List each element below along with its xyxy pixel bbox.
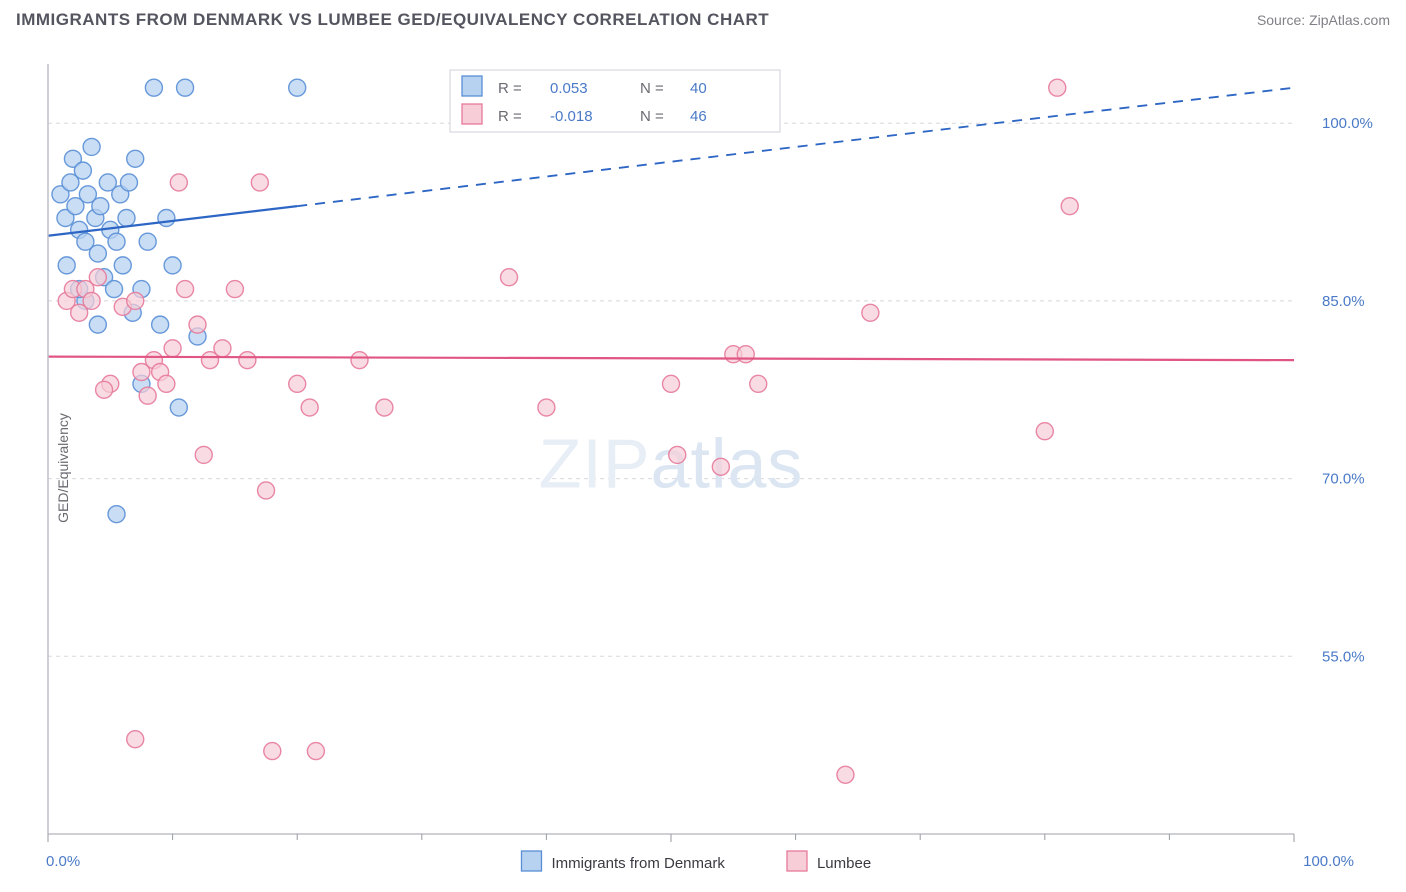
scatter-point-denmark xyxy=(158,210,175,227)
trend-line-lumbee xyxy=(48,357,1294,361)
scatter-point-lumbee xyxy=(177,281,194,298)
y-tick-label: 55.0% xyxy=(1322,648,1365,665)
scatter-point-denmark xyxy=(89,316,106,333)
scatter-point-lumbee xyxy=(89,269,106,286)
y-tick-label: 85.0% xyxy=(1322,293,1365,310)
chart-title: IMMIGRANTS FROM DENMARK VS LUMBEE GED/EQ… xyxy=(16,10,769,30)
scatter-point-denmark xyxy=(177,79,194,96)
scatter-point-lumbee xyxy=(307,743,324,760)
scatter-point-denmark xyxy=(89,245,106,262)
scatter-point-lumbee xyxy=(862,304,879,321)
scatter-point-denmark xyxy=(152,316,169,333)
scatter-point-lumbee xyxy=(127,292,144,309)
bottom-legend-label: Lumbee xyxy=(817,855,871,872)
scatter-point-lumbee xyxy=(538,399,555,416)
scatter-point-denmark xyxy=(108,233,125,250)
bottom-legend-swatch xyxy=(787,851,807,871)
scatter-point-lumbee xyxy=(669,446,686,463)
scatter-point-lumbee xyxy=(750,375,767,392)
legend-n-value: 46 xyxy=(690,108,707,125)
scatter-point-denmark xyxy=(127,150,144,167)
legend-swatch xyxy=(462,104,482,124)
scatter-point-lumbee xyxy=(351,352,368,369)
scatter-point-lumbee xyxy=(158,375,175,392)
legend-r-value: 0.053 xyxy=(550,80,588,97)
scatter-point-lumbee xyxy=(164,340,181,357)
y-tick-label: 100.0% xyxy=(1322,115,1373,132)
scatter-point-lumbee xyxy=(737,346,754,363)
trend-line-denmark xyxy=(48,206,297,236)
scatter-point-denmark xyxy=(114,257,131,274)
legend-n-label: N = xyxy=(640,108,664,125)
scatter-point-denmark xyxy=(108,506,125,523)
scatter-point-lumbee xyxy=(837,766,854,783)
scatter-point-lumbee xyxy=(251,174,268,191)
bottom-legend-swatch xyxy=(521,851,541,871)
scatter-point-denmark xyxy=(118,210,135,227)
source-label: Source: ZipAtlas.com xyxy=(1257,12,1390,28)
scatter-point-lumbee xyxy=(139,387,156,404)
scatter-point-denmark xyxy=(164,257,181,274)
chart-area: GED/Equivalency 55.0% 70.0% 85.0% 100.0% ZIP… xyxy=(0,44,1406,892)
scatter-point-lumbee xyxy=(127,731,144,748)
scatter-point-lumbee xyxy=(501,269,518,286)
scatter-point-lumbee xyxy=(83,292,100,309)
scatter-point-lumbee xyxy=(170,174,187,191)
scatter-point-denmark xyxy=(170,399,187,416)
scatter-point-denmark xyxy=(139,233,156,250)
scatter-point-lumbee xyxy=(1036,423,1053,440)
legend-r-label: R = xyxy=(498,80,522,97)
legend-n-value: 40 xyxy=(690,80,707,97)
scatter-point-lumbee xyxy=(712,458,729,475)
scatter-point-lumbee xyxy=(96,381,113,398)
scatter-point-lumbee xyxy=(1061,198,1078,215)
bottom-legend-label: Immigrants from Denmark xyxy=(551,855,725,872)
scatter-point-denmark xyxy=(74,162,91,179)
y-tick-label: 70.0% xyxy=(1322,471,1365,488)
scatter-point-denmark xyxy=(92,198,109,215)
trend-line-dashed-denmark xyxy=(297,88,1294,206)
scatter-point-lumbee xyxy=(264,743,281,760)
scatter-point-denmark xyxy=(58,257,75,274)
scatter-point-lumbee xyxy=(195,446,212,463)
scatter-point-lumbee xyxy=(663,375,680,392)
y-axis-label: GED/Equivalency xyxy=(55,413,71,523)
scatter-point-lumbee xyxy=(189,316,206,333)
legend-r-label: R = xyxy=(498,108,522,125)
scatter-point-lumbee xyxy=(289,375,306,392)
legend-swatch xyxy=(462,76,482,96)
header-row: IMMIGRANTS FROM DENMARK VS LUMBEE GED/EQ… xyxy=(0,0,1406,38)
x-tick-label: 100.0% xyxy=(1303,853,1354,870)
scatter-point-lumbee xyxy=(214,340,231,357)
legend-n-label: N = xyxy=(640,80,664,97)
scatter-plot: 55.0% 70.0% 85.0% 100.0% ZIPatlas 0.0% 100.0% R… xyxy=(0,44,1406,892)
x-tick-label: 0.0% xyxy=(46,853,80,870)
scatter-point-denmark xyxy=(106,281,123,298)
scatter-point-lumbee xyxy=(376,399,393,416)
scatter-point-lumbee xyxy=(239,352,256,369)
scatter-point-lumbee xyxy=(1049,79,1066,96)
watermark: ZIPatlas xyxy=(539,425,804,503)
scatter-point-denmark xyxy=(83,138,100,155)
legend-r-value: -0.018 xyxy=(550,108,593,125)
scatter-point-denmark xyxy=(145,79,162,96)
scatter-point-lumbee xyxy=(258,482,275,499)
scatter-point-lumbee xyxy=(226,281,243,298)
scatter-point-denmark xyxy=(120,174,137,191)
scatter-point-denmark xyxy=(289,79,306,96)
scatter-point-lumbee xyxy=(301,399,318,416)
